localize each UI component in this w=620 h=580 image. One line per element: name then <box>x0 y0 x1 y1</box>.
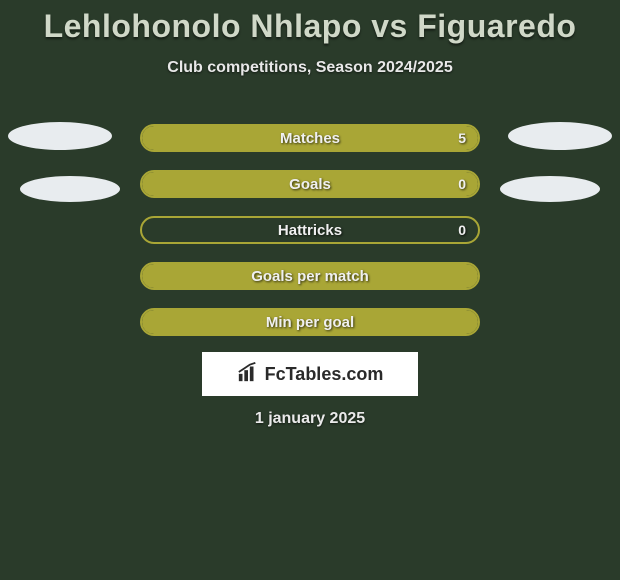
stat-bar-label: Hattricks <box>278 222 342 239</box>
fctables-logo-link[interactable]: FcTables.com <box>202 352 418 396</box>
stat-bar-value: 5 <box>458 130 466 146</box>
stat-bar-min-per-goal: Min per goal <box>140 308 480 336</box>
stat-bars: Matches 5 Goals 0 Hattricks 0 Goals per … <box>140 124 480 354</box>
page-title: Lehlohonolo Nhlapo vs Figuaredo <box>0 0 620 45</box>
stat-bar-label: Goals <box>289 176 331 193</box>
stat-bar-value: 0 <box>458 176 466 192</box>
stat-bar-label: Min per goal <box>266 314 354 331</box>
stat-bar-label: Goals per match <box>251 268 369 285</box>
right-avatar-placeholder-2 <box>500 176 600 202</box>
stat-bar-hattricks: Hattricks 0 <box>140 216 480 244</box>
subtitle: Club competitions, Season 2024/2025 <box>0 59 620 77</box>
bar-chart-icon <box>237 361 259 388</box>
left-avatar-placeholder-1 <box>8 122 112 150</box>
stat-bar-goals-per-match: Goals per match <box>140 262 480 290</box>
stat-bar-value: 0 <box>458 222 466 238</box>
stats-card: Lehlohonolo Nhlapo vs Figuaredo Club com… <box>0 0 620 580</box>
stat-bar-label: Matches <box>280 130 340 147</box>
date-text: 1 january 2025 <box>0 410 620 428</box>
right-avatar-placeholder-1 <box>508 122 612 150</box>
left-avatar-placeholder-2 <box>20 176 120 202</box>
stat-bar-goals: Goals 0 <box>140 170 480 198</box>
logo-text: FcTables.com <box>265 364 384 385</box>
stat-bar-matches: Matches 5 <box>140 124 480 152</box>
